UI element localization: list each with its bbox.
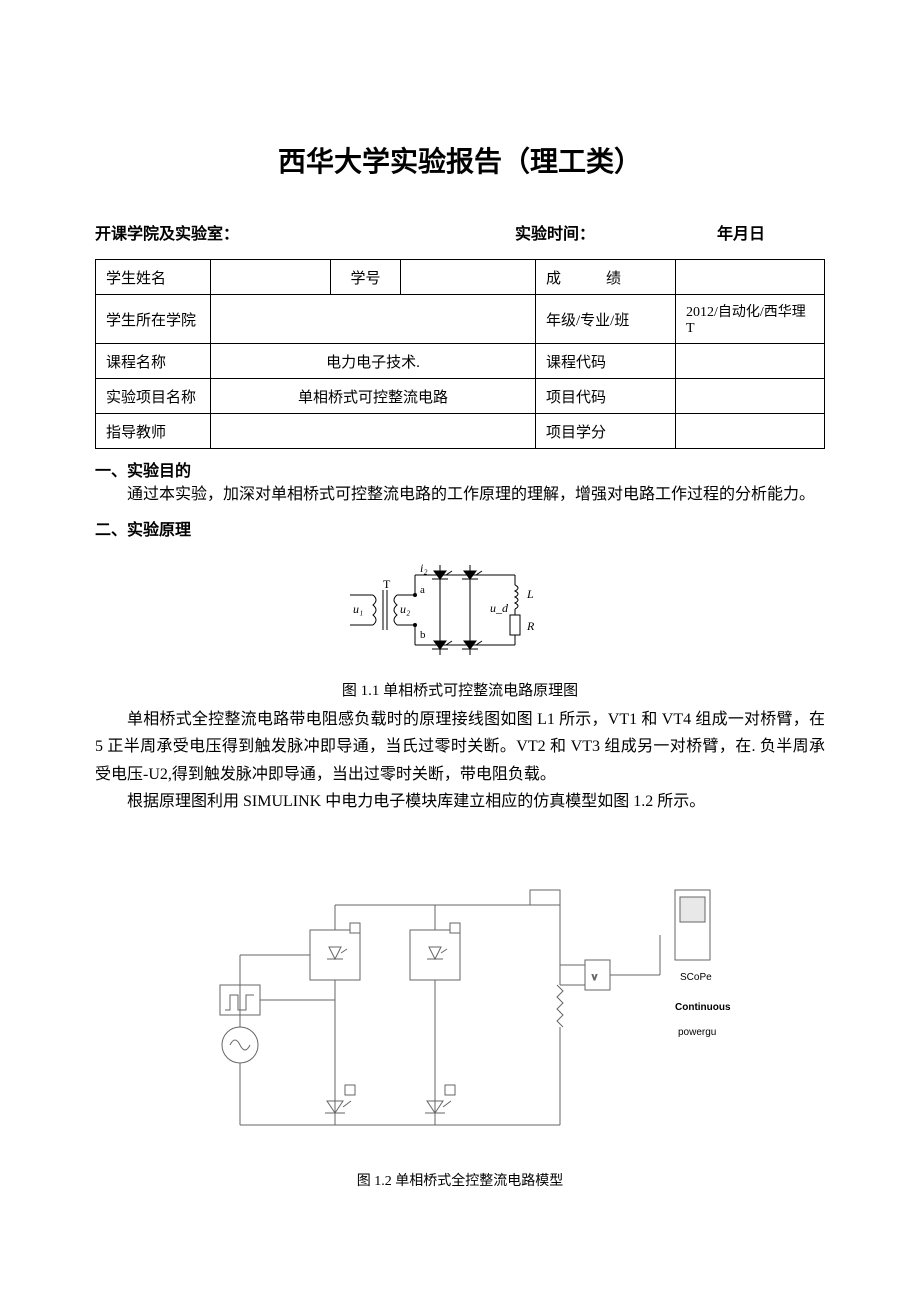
cell-grade-value: 2012/自动化/西华理 T [676,295,825,344]
table-row: 指导教师 项目学分 [96,414,825,449]
label-b: b [420,629,426,641]
page-title: 西华大学实验报告（理工类） [95,140,825,180]
table-row: 学生所在学院 年级/专业/班 2012/自动化/西华理 T [96,295,825,344]
cell-course-code-label: 课程代码 [536,344,676,379]
date-label: 年月日 [645,220,765,244]
cell-credit-label: 项目学分 [536,414,676,449]
table-row: 学生姓名 学号 成 绩 [96,260,825,295]
v-meter-label: v [592,972,597,983]
figure-1-caption: 图 1.1 单相桥式可控整流电路原理图 [95,679,825,700]
cell-teacher-value [211,414,536,449]
figure-2-caption: 图 1.2 单相桥式全控整流电路模型 [95,1170,825,1190]
label-ud: u_d [490,601,509,615]
cell-teacher-label: 指导教师 [96,414,211,449]
label-i2: i₂ [420,561,428,575]
figure-2: v SCoPe Continuous powergu [95,835,825,1150]
cell-project-code-label: 项目代码 [536,379,676,414]
label-R: R [526,619,535,633]
cell-project-name-label: 实验项目名称 [96,379,211,414]
scope-label: SCoPe [680,972,712,983]
cell-project-code-value [676,379,825,414]
figure-1: u₁ u₂ T i₂ a b u_d L R [95,550,825,675]
cell-project-name-value: 单相桥式可控整流电路 [211,379,536,414]
cell-score-label: 成 绩 [536,260,676,295]
continuous-label: Continuous [675,1002,731,1013]
section-1-para: 通过本实验，加深对单相桥式可控整流电路的工作原理的理解，增强对电路工作过程的分析… [95,481,825,508]
exp-time-label: 实验时间： [515,220,645,244]
cell-student-name-label: 学生姓名 [96,260,211,295]
cell-college-value [211,295,536,344]
circuit-schematic-icon: u₁ u₂ T i₂ a b u_d L R [345,550,575,670]
cell-student-name-value [211,260,331,295]
cell-credit-value [676,414,825,449]
cell-course-name-value: 电力电子技术. [211,344,536,379]
para-2: 单相桥式全控整流电路带电阻感负载时的原理接线图如图 L1 所示，VT1 和 VT… [95,706,825,788]
table-row: 实验项目名称 单相桥式可控整流电路 项目代码 [96,379,825,414]
section-1-heading: 一、实验目的 [95,457,825,481]
cell-score-value [676,260,825,295]
label-u2: u₂ [400,602,410,616]
label-u1: u₁ [353,602,363,616]
cell-student-id-value [401,260,536,295]
cell-student-id-label: 学号 [331,260,401,295]
powergui-label: powergu [678,1027,716,1038]
cell-college-label: 学生所在学院 [96,295,211,344]
label-T: T [383,577,391,591]
cell-course-name-label: 课程名称 [96,344,211,379]
cell-grade-label: 年级/专业/班 [536,295,676,344]
info-table: 学生姓名 学号 成 绩 学生所在学院 年级/专业/班 2012/自动化/西华理 … [95,259,825,449]
lab-college-label: 开课学院及实验室： [95,220,515,244]
label-a: a [420,584,425,596]
cell-course-code-value [676,344,825,379]
section-2-heading: 二、实验原理 [95,516,825,540]
para-3: 根据原理图利用 SIMULINK 中电力电子模块库建立相应的仿真模型如图 1.2… [95,788,825,815]
meta-row: 开课学院及实验室： 实验时间： 年月日 [95,220,825,244]
table-row: 课程名称 电力电子技术. 课程代码 [96,344,825,379]
simulink-model-icon: v SCoPe Continuous powergu [180,835,740,1145]
label-L: L [526,587,534,601]
